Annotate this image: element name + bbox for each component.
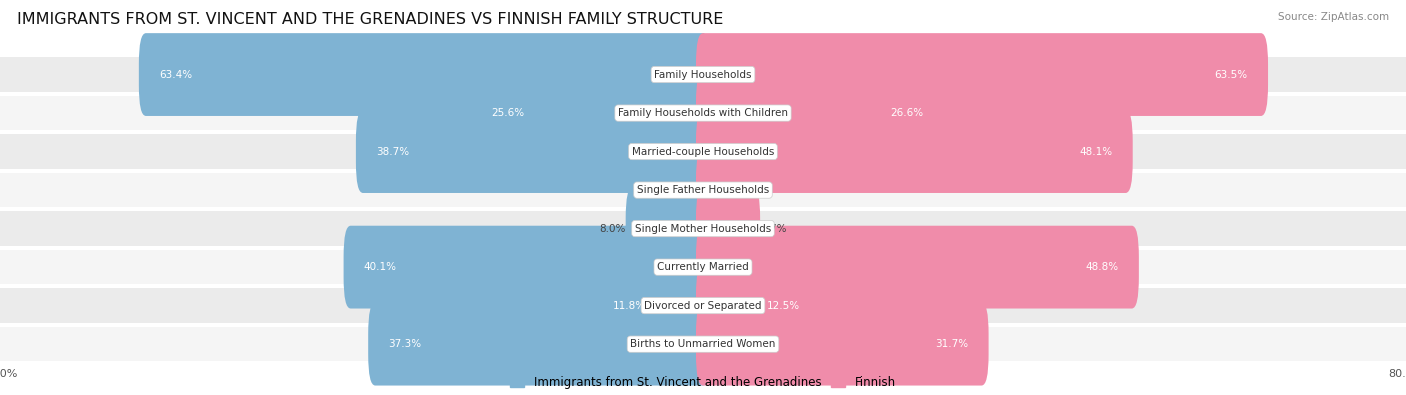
Legend: Immigrants from St. Vincent and the Grenadines, Finnish: Immigrants from St. Vincent and the Gren… [510, 376, 896, 389]
FancyBboxPatch shape [696, 71, 943, 154]
Text: Births to Unmarried Women: Births to Unmarried Women [630, 339, 776, 349]
FancyBboxPatch shape [678, 149, 710, 231]
FancyBboxPatch shape [592, 264, 710, 347]
Text: Family Households: Family Households [654, 70, 752, 79]
Text: Divorced or Separated: Divorced or Separated [644, 301, 762, 310]
Text: 80.0%: 80.0% [1388, 369, 1406, 379]
Bar [0, 96, 1406, 130]
Text: 48.1%: 48.1% [1080, 147, 1112, 156]
FancyBboxPatch shape [356, 110, 710, 193]
Text: Single Father Households: Single Father Households [637, 185, 769, 195]
FancyBboxPatch shape [626, 187, 710, 270]
FancyBboxPatch shape [696, 303, 988, 386]
Text: 63.5%: 63.5% [1215, 70, 1249, 79]
Bar [0, 134, 1406, 169]
Text: 25.6%: 25.6% [491, 108, 524, 118]
Bar [0, 57, 1406, 92]
FancyBboxPatch shape [696, 33, 1268, 116]
Bar [0, 327, 1406, 361]
Text: Currently Married: Currently Married [657, 262, 749, 272]
Text: 12.5%: 12.5% [766, 301, 800, 310]
FancyBboxPatch shape [696, 226, 1139, 308]
Text: 40.1%: 40.1% [364, 262, 396, 272]
FancyBboxPatch shape [139, 33, 710, 116]
FancyBboxPatch shape [343, 226, 710, 308]
Text: Family Households with Children: Family Households with Children [619, 108, 787, 118]
Text: 2.4%: 2.4% [731, 185, 758, 195]
Text: Single Mother Households: Single Mother Households [636, 224, 770, 233]
Bar [0, 250, 1406, 284]
FancyBboxPatch shape [696, 264, 820, 347]
Text: 5.7%: 5.7% [761, 224, 786, 233]
FancyBboxPatch shape [696, 187, 761, 270]
FancyBboxPatch shape [471, 71, 710, 154]
Text: IMMIGRANTS FROM ST. VINCENT AND THE GRENADINES VS FINNISH FAMILY STRUCTURE: IMMIGRANTS FROM ST. VINCENT AND THE GREN… [17, 12, 723, 27]
FancyBboxPatch shape [696, 149, 731, 231]
Text: 2.0%: 2.0% [652, 185, 678, 195]
Text: 80.0%: 80.0% [0, 369, 18, 379]
Text: Married-couple Households: Married-couple Households [631, 147, 775, 156]
Text: 63.4%: 63.4% [159, 70, 193, 79]
Bar [0, 173, 1406, 207]
Text: 37.3%: 37.3% [388, 339, 422, 349]
FancyBboxPatch shape [696, 110, 1133, 193]
Bar [0, 211, 1406, 246]
Text: Source: ZipAtlas.com: Source: ZipAtlas.com [1278, 12, 1389, 22]
Text: 38.7%: 38.7% [375, 147, 409, 156]
Text: 31.7%: 31.7% [935, 339, 969, 349]
Text: 8.0%: 8.0% [599, 224, 626, 233]
FancyBboxPatch shape [368, 303, 710, 386]
Text: 11.8%: 11.8% [613, 301, 645, 310]
Text: 48.8%: 48.8% [1085, 262, 1119, 272]
Bar [0, 288, 1406, 323]
Text: 26.6%: 26.6% [890, 108, 924, 118]
